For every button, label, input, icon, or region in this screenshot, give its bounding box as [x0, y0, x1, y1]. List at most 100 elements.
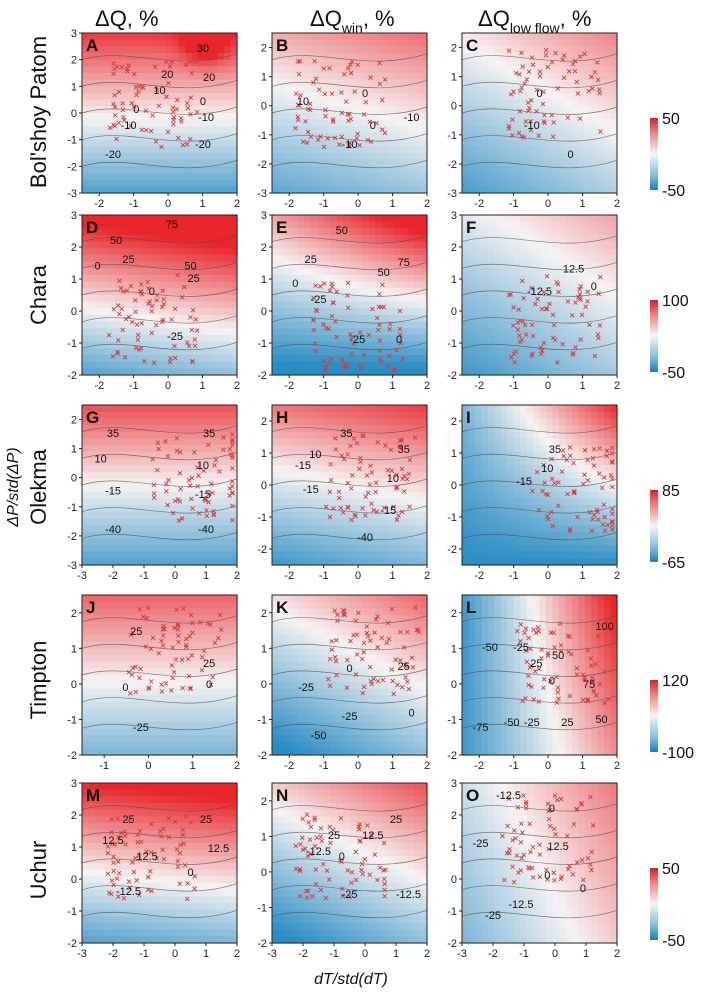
colorbar-min-label: -50 [662, 365, 685, 382]
heatmap-cell [127, 458, 135, 466]
heatmap-cell [343, 93, 351, 101]
contour-label: 0 [94, 260, 100, 272]
heatmap-cell [394, 86, 402, 94]
sample-cross [192, 343, 198, 349]
heatmap-cell [304, 93, 312, 101]
heatmap-cell [133, 93, 141, 101]
heatmap-cell [114, 255, 122, 263]
heatmap-cell [88, 173, 96, 181]
heatmap-cell [101, 93, 109, 101]
heatmap-cell [407, 341, 415, 349]
heatmap-cell [494, 341, 502, 349]
heatmap-cell [146, 425, 154, 433]
heatmap-cell [101, 458, 109, 466]
heatmap-cell [101, 308, 109, 316]
heatmap-cell [610, 235, 618, 243]
heatmap-cell [297, 348, 305, 356]
heatmap-cell [507, 119, 515, 127]
heatmap-cell [107, 505, 115, 513]
sample-cross [321, 322, 326, 327]
heatmap-cell [284, 39, 292, 47]
contour-line [81, 106, 238, 115]
heatmap-cell [552, 275, 560, 283]
heatmap-cell [533, 341, 541, 349]
heatmap-cell [597, 133, 605, 141]
sample-cross [204, 513, 210, 519]
heatmap-cell [323, 179, 331, 187]
heatmap-cell [533, 99, 541, 107]
sample-cross [209, 481, 214, 487]
heatmap-cell [500, 288, 508, 296]
heatmap-cell [198, 531, 206, 539]
heatmap-cell [539, 73, 547, 81]
heatmap-cell [107, 179, 115, 187]
heatmap-cell [114, 113, 122, 121]
heatmap-cell [481, 159, 489, 167]
heatmap-cell [545, 119, 554, 127]
heatmap-cell [217, 261, 225, 269]
heatmap-cell [291, 288, 299, 296]
heatmap-cell [217, 133, 225, 141]
heatmap-cell [191, 491, 199, 499]
heatmap-cell [604, 73, 612, 81]
heatmap-cell [94, 248, 102, 256]
heatmap-cell [230, 471, 238, 479]
heatmap-cell [494, 133, 502, 141]
heatmap-cell [159, 186, 167, 194]
heatmap-cell [494, 173, 502, 181]
sample-cross [377, 356, 383, 362]
heatmap-cell [394, 79, 402, 87]
heatmap-cell [578, 308, 586, 316]
heatmap-cell [204, 73, 212, 81]
sample-cross [361, 352, 367, 358]
sample-cross [323, 364, 329, 370]
heatmap-cell [407, 315, 415, 323]
heatmap-cell [159, 315, 167, 323]
heatmap-cell [191, 248, 199, 256]
heatmap-cell [604, 355, 612, 363]
heatmap-cell [230, 531, 238, 539]
heatmap-cell [414, 335, 422, 343]
heatmap-cell [591, 348, 599, 356]
heatmap-cell [191, 73, 199, 81]
heatmap-cell [178, 46, 186, 54]
heatmap-cell [610, 368, 618, 376]
heatmap-cell [494, 248, 502, 256]
sample-cross [577, 54, 583, 59]
heatmap-cell [381, 255, 389, 263]
y-tick-label: -3 [257, 188, 267, 200]
heatmap-cell [127, 335, 135, 343]
heatmap-cell [165, 505, 174, 513]
heatmap-cell [272, 86, 280, 94]
heatmap-cell [107, 79, 115, 87]
heatmap-cell [578, 315, 586, 323]
heatmap-cell [272, 159, 280, 167]
heatmap-cell [198, 451, 206, 459]
heatmap-cell [272, 221, 280, 229]
heatmap-cell [185, 405, 193, 413]
sample-cross [307, 101, 313, 106]
heatmap-cell [343, 255, 351, 263]
heatmap-cell [107, 418, 115, 426]
heatmap-cell [317, 321, 325, 329]
heatmap-cell [610, 261, 618, 269]
heatmap-cell [388, 139, 396, 147]
heatmap-cell [140, 361, 148, 369]
heatmap-cell [165, 106, 174, 114]
heatmap-cell [578, 248, 586, 256]
heatmap-cell [414, 275, 422, 283]
y-tick-label: -2 [447, 370, 457, 382]
heatmap-cell [133, 248, 141, 256]
heatmap-cell [120, 179, 128, 187]
heatmap-cell [500, 173, 508, 181]
heatmap-cell [591, 355, 599, 363]
heatmap-cell [291, 173, 299, 181]
heatmap-cell [578, 46, 586, 54]
heatmap-cell [211, 491, 219, 499]
heatmap-cell [526, 335, 534, 343]
heatmap-cell [120, 255, 128, 263]
heatmap-cell [165, 139, 174, 147]
heatmap-cell [304, 99, 312, 107]
heatmap-cell [462, 73, 470, 81]
heatmap-cell [401, 255, 409, 263]
